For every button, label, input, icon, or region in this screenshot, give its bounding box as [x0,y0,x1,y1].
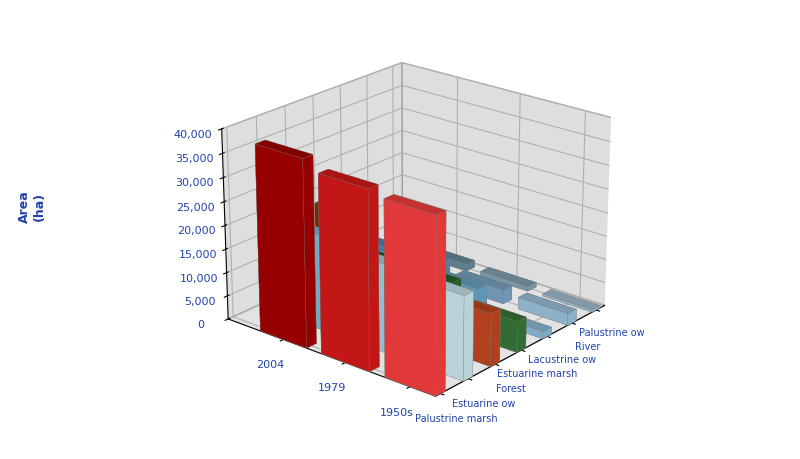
Text: Area
(ha): Area (ha) [18,190,46,223]
